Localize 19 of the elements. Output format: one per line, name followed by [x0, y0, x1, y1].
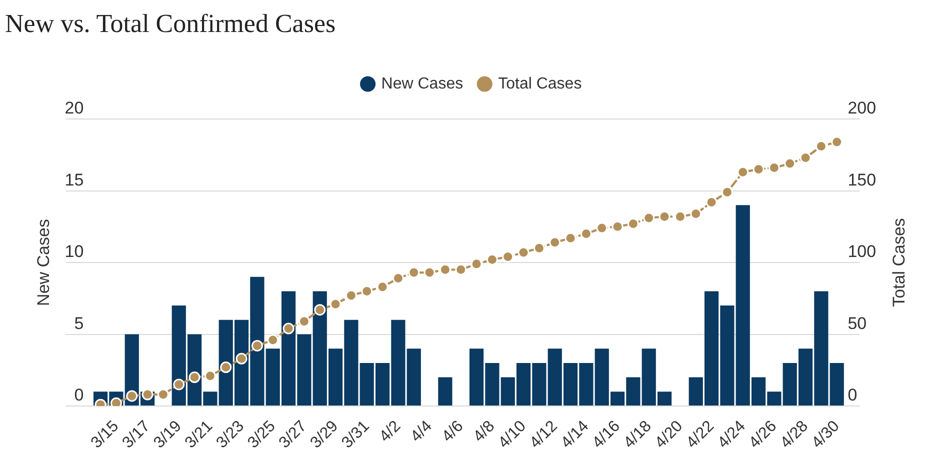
y2-tick-label: 0	[848, 386, 858, 405]
y2-axis-title: Total Cases	[890, 218, 909, 307]
legend-label: New Cases	[381, 75, 464, 92]
y-axis-title: New Cases	[34, 219, 53, 306]
x-tick-label: 4/2	[376, 418, 404, 446]
y2-tick-label: 150	[848, 170, 876, 190]
y-tick-label: 15	[64, 170, 84, 190]
y-tick-label: 5	[74, 314, 84, 333]
x-tick-label: 4/6	[439, 418, 467, 446]
chart-title: New vs. Total Confirmed Cases	[5, 9, 336, 39]
y-tick-label: 0	[74, 386, 84, 405]
y2-tick-label: 100	[848, 242, 876, 262]
y-tick-label: 20	[64, 98, 84, 118]
x-tick-label: 3/19	[150, 418, 185, 452]
legend-label: Total Cases	[498, 75, 582, 92]
y2-tick-label: 50	[848, 314, 867, 333]
y-tick-label: 10	[64, 242, 84, 262]
y2-tick-label: 200	[848, 98, 876, 118]
x-tick-label: 4/4	[408, 418, 436, 446]
